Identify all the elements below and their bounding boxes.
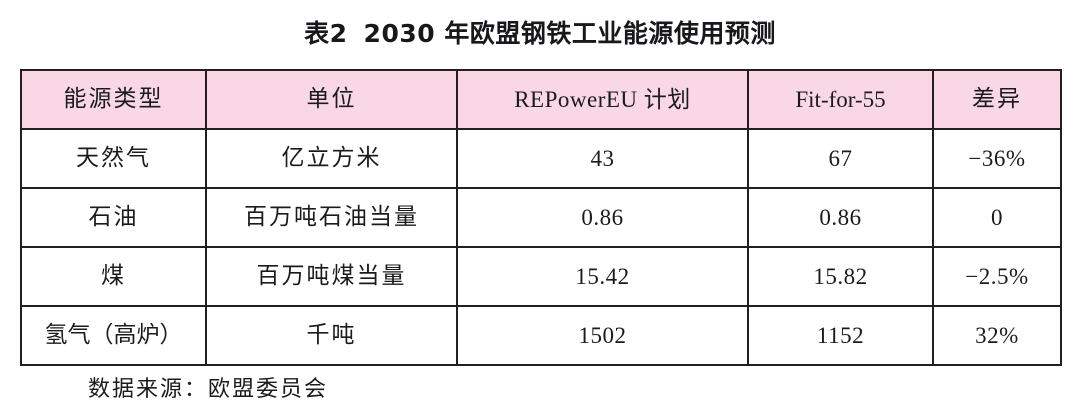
- cell-energy-type: 天然气: [20, 128, 207, 189]
- table-row: 氢气（高炉） 千吨 1502 1152 32%: [20, 305, 1062, 366]
- cell-unit: 千吨: [205, 305, 458, 366]
- column-header-unit: 单位: [205, 69, 458, 130]
- cell-repowereu: 15.42: [456, 246, 749, 307]
- cell-unit: 亿立方米: [205, 128, 458, 189]
- cell-difference: −2.5%: [932, 246, 1062, 307]
- column-header-repowereu: REPowerEU 计划: [456, 69, 749, 130]
- table-header-row: 能源类型 单位 REPowerEU 计划 Fit-for-55 差异: [20, 69, 1062, 130]
- cell-fitfor55: 67: [747, 128, 934, 189]
- cell-difference: −36%: [932, 128, 1062, 189]
- table-header: 能源类型 单位 REPowerEU 计划 Fit-for-55 差异: [20, 69, 1062, 130]
- cell-repowereu: 0.86: [456, 187, 749, 248]
- cell-difference: 0: [932, 187, 1062, 248]
- column-header-energy-type: 能源类型: [20, 69, 207, 130]
- table-title-text: 2030 年欧盟钢铁工业能源使用预测: [363, 19, 776, 48]
- table-number: 表2: [304, 19, 348, 48]
- table-body: 天然气 亿立方米 43 67 −36% 石油 百万吨石油当量 0.86 0.86…: [20, 128, 1062, 366]
- cell-energy-type: 煤: [20, 246, 207, 307]
- table-row: 天然气 亿立方米 43 67 −36%: [20, 128, 1062, 189]
- data-table: 能源类型 单位 REPowerEU 计划 Fit-for-55 差异 天然气 亿…: [20, 69, 1062, 366]
- cell-unit: 百万吨石油当量: [205, 187, 458, 248]
- column-header-difference: 差异: [932, 69, 1062, 130]
- cell-unit: 百万吨煤当量: [205, 246, 458, 307]
- table-row: 石油 百万吨石油当量 0.86 0.86 0: [20, 187, 1062, 248]
- table-row: 煤 百万吨煤当量 15.42 15.82 −2.5%: [20, 246, 1062, 307]
- data-table-container: 能源类型 单位 REPowerEU 计划 Fit-for-55 差异 天然气 亿…: [20, 69, 1062, 366]
- cell-fitfor55: 15.82: [747, 246, 934, 307]
- cell-repowereu: 43: [456, 128, 749, 189]
- cell-repowereu: 1502: [456, 305, 749, 366]
- cell-difference: 32%: [932, 305, 1062, 366]
- cell-fitfor55: 0.86: [747, 187, 934, 248]
- table-title: 表2 2030 年欧盟钢铁工业能源使用预测: [0, 14, 1080, 50]
- cell-fitfor55: 1152: [747, 305, 934, 366]
- source-note: 数据来源：欧盟委员会: [88, 377, 329, 402]
- column-header-fitfor55: Fit-for-55: [747, 69, 934, 130]
- cell-energy-type: 氢气（高炉）: [20, 305, 207, 366]
- cell-energy-type: 石油: [20, 187, 207, 248]
